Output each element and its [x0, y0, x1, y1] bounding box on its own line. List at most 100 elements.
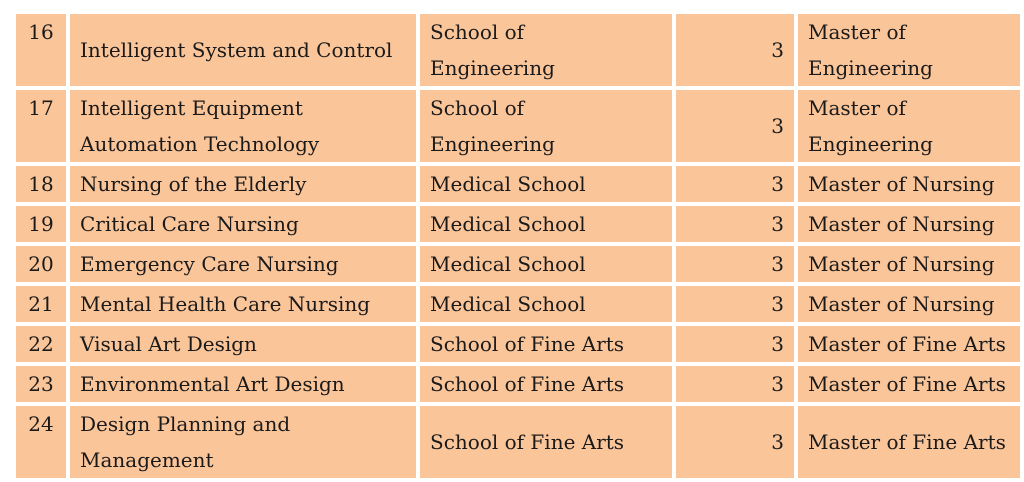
- row-number: 23: [28, 372, 54, 396]
- major-name-line: Management: [80, 448, 214, 472]
- program-table-container: 16 Intelligent System and Control School o…: [12, 10, 1024, 482]
- duration-years-cell: 3: [676, 406, 794, 478]
- major-name-line: Nursing of the Elderly: [80, 172, 307, 196]
- school-name-line: Medical School: [430, 172, 586, 196]
- duration-years: 3: [771, 212, 784, 236]
- row-number-cell: 23: [16, 366, 66, 402]
- degree-name-line: Master of: [808, 20, 906, 44]
- school-name-cell: School of Engineering: [420, 14, 672, 86]
- table-row: 24 Design Planning and Management School of…: [16, 406, 1020, 478]
- duration-years-cell: 3: [676, 366, 794, 402]
- degree-name-line: Master of: [808, 96, 906, 120]
- school-name-cell: School of Engineering: [420, 90, 672, 162]
- major-name-cell: Intelligent System and Control: [70, 14, 416, 86]
- major-name-line: Emergency Care Nursing: [80, 252, 339, 276]
- degree-name-line: Master of Fine Arts: [808, 430, 1006, 454]
- table-row: 20 Emergency Care Nursing Medical School 3 M…: [16, 246, 1020, 282]
- school-name-line: Medical School: [430, 252, 586, 276]
- school-name-cell: Medical School: [420, 246, 672, 282]
- school-name-cell: Medical School: [420, 286, 672, 322]
- major-name-line: Environmental Art Design: [80, 372, 345, 396]
- row-number-cell: 21: [16, 286, 66, 322]
- major-name-line: Mental Health Care Nursing: [80, 292, 371, 316]
- major-name-line: Design Planning and: [80, 412, 291, 436]
- degree-name-cell: Master of Nursing: [798, 286, 1020, 322]
- row-number: 19: [28, 212, 54, 236]
- degree-name-line: Master of Nursing: [808, 172, 995, 196]
- major-name-cell: Nursing of the Elderly: [70, 166, 416, 202]
- table-row: 21 Mental Health Care Nursing Medical Scho…: [16, 286, 1020, 322]
- table-row: 19 Critical Care Nursing Medical School 3 Ma…: [16, 206, 1020, 242]
- school-name-line: School of Fine Arts: [430, 332, 625, 356]
- duration-years: 3: [771, 332, 784, 356]
- row-number-cell: 24: [16, 406, 66, 478]
- duration-years-cell: 3: [676, 206, 794, 242]
- major-name-cell: Visual Art Design: [70, 326, 416, 362]
- major-name-cell: Mental Health Care Nursing: [70, 286, 416, 322]
- duration-years-cell: 3: [676, 246, 794, 282]
- row-number-cell: 22: [16, 326, 66, 362]
- major-name-cell: Environmental Art Design: [70, 366, 416, 402]
- duration-years: 3: [771, 114, 784, 138]
- row-number: 22: [28, 332, 54, 356]
- duration-years-cell: 3: [676, 326, 794, 362]
- major-name-cell: Intelligent Equipment Automation Technolo…: [70, 90, 416, 162]
- row-number-cell: 19: [16, 206, 66, 242]
- degree-name-line: Master of Fine Arts: [808, 372, 1006, 396]
- major-name-cell: Design Planning and Management: [70, 406, 416, 478]
- degree-name-line: Master of Nursing: [808, 292, 995, 316]
- row-number: 24: [28, 412, 54, 436]
- school-name-line: Medical School: [430, 292, 586, 316]
- degree-name-cell: Master of Nursing: [798, 166, 1020, 202]
- duration-years: 3: [771, 292, 784, 316]
- school-name-cell: School of Fine Arts: [420, 406, 672, 478]
- degree-name-cell: Master of Fine Arts: [798, 366, 1020, 402]
- school-name-cell: Medical School: [420, 166, 672, 202]
- degree-name-cell: Master of Fine Arts: [798, 326, 1020, 362]
- school-name-cell: School of Fine Arts: [420, 326, 672, 362]
- school-name-line: School of Fine Arts: [430, 372, 625, 396]
- duration-years-cell: 3: [676, 286, 794, 322]
- duration-years: 3: [771, 172, 784, 196]
- degree-name-cell: Master of Engineering: [798, 14, 1020, 86]
- degree-name-line: Engineering: [808, 56, 933, 80]
- duration-years: 3: [771, 430, 784, 454]
- program-table-body: 16 Intelligent System and Control School o…: [16, 14, 1020, 478]
- major-name-line: Intelligent System and Control: [80, 38, 393, 62]
- major-name-line: Visual Art Design: [80, 332, 257, 356]
- major-name-line: Automation Technology: [80, 132, 320, 156]
- duration-years-cell: 3: [676, 14, 794, 86]
- table-row: 18 Nursing of the Elderly Medical School 3 M…: [16, 166, 1020, 202]
- degree-name-line: Engineering: [808, 132, 933, 156]
- row-number-cell: 16: [16, 14, 66, 86]
- table-row: 22 Visual Art Design School of Fine Arts 3 M…: [16, 326, 1020, 362]
- school-name-cell: School of Fine Arts: [420, 366, 672, 402]
- school-name-line: Engineering: [430, 132, 555, 156]
- school-name-line: School of: [430, 96, 525, 120]
- major-name-line: Intelligent Equipment: [80, 96, 303, 120]
- row-number-cell: 20: [16, 246, 66, 282]
- degree-name-line: Master of Nursing: [808, 212, 995, 236]
- row-number-cell: 17: [16, 90, 66, 162]
- school-name-line: Engineering: [430, 56, 555, 80]
- degree-name-cell: Master of Nursing: [798, 206, 1020, 242]
- duration-years: 3: [771, 38, 784, 62]
- row-number: 17: [28, 96, 54, 120]
- duration-years-cell: 3: [676, 166, 794, 202]
- row-number: 18: [28, 172, 54, 196]
- duration-years: 3: [771, 372, 784, 396]
- degree-name-line: Master of Fine Arts: [808, 332, 1006, 356]
- school-name-line: Medical School: [430, 212, 586, 236]
- table-row: 16 Intelligent System and Control School o…: [16, 14, 1020, 86]
- row-number-cell: 18: [16, 166, 66, 202]
- degree-name-cell: Master of Engineering: [798, 90, 1020, 162]
- degree-name-cell: Master of Nursing: [798, 246, 1020, 282]
- duration-years: 3: [771, 252, 784, 276]
- row-number: 20: [28, 252, 54, 276]
- table-row: 23 Environmental Art Design School of Fine…: [16, 366, 1020, 402]
- major-name-cell: Critical Care Nursing: [70, 206, 416, 242]
- table-row: 17 Intelligent Equipment Automation Techno…: [16, 90, 1020, 162]
- row-number: 16: [28, 20, 54, 44]
- degree-name-line: Master of Nursing: [808, 252, 995, 276]
- school-name-line: School of: [430, 20, 525, 44]
